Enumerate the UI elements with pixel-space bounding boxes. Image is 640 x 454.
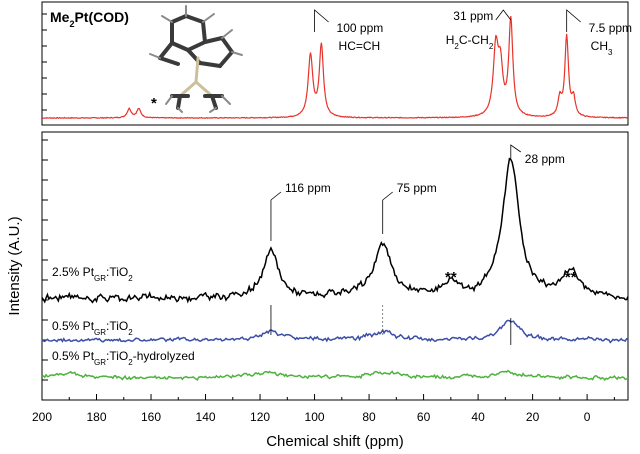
annotation-leader-hook — [270, 191, 282, 201]
annotation-sublabel: CH3 — [591, 39, 613, 57]
top-annotation: 31 ppm H2C-CH2 — [446, 9, 512, 51]
x-tick-label: 80 — [362, 410, 376, 424]
x-tick-label: 120 — [250, 410, 270, 424]
x-tick-label: 0 — [584, 410, 591, 424]
x-axis-title: Chemical shift (ppm) — [266, 433, 404, 450]
x-tick-label: 100 — [305, 410, 325, 424]
series-label: 0.5% PtGR:TiO2 — [52, 319, 133, 337]
top-panel-annotations: 100 ppm HC=CH 31 ppm H2C-CH2 7.5 ppm CH3 — [314, 9, 632, 57]
top-panel: Me2Pt(COD) — [41, 1, 632, 126]
top-panel-frame — [41, 1, 629, 126]
top-panel-label: Me2Pt(COD) — [50, 9, 129, 29]
top-label-sub: 2 — [69, 19, 74, 29]
bottom-annotation: 28 ppm — [510, 144, 565, 345]
series-labels: 2.5% PtGR:TiO2 0.5% PtGR:TiO2 0.5% PtGR:Ti… — [52, 265, 195, 367]
top-annotation: 100 ppm HC=CH — [314, 9, 384, 53]
artifact-star: ** — [565, 269, 577, 286]
bottom-panel-y-ticks — [42, 139, 48, 381]
annotation-label: 31 ppm — [453, 9, 493, 23]
x-tick-label: 60 — [417, 410, 431, 424]
top-label-rest: Pt(COD) — [74, 9, 128, 25]
bottom-annotation: 75 ppm — [382, 181, 437, 335]
x-tick-label: 140 — [196, 410, 216, 424]
bottom-panel-frame — [41, 131, 629, 401]
annotation-leader — [495, 9, 512, 21]
annotation-leader — [314, 9, 329, 32]
top-panel-y-ticks — [42, 13, 47, 111]
top-label-main: Me — [50, 9, 70, 25]
series-label: 0.5% PtGR:TiO2-hydrolyzed — [52, 349, 195, 367]
bottom-panel-annotations: 116 ppm 75 ppm 28 ppm ** ** — [270, 144, 577, 345]
annotation-leader — [566, 9, 581, 32]
series-line — [41, 319, 629, 344]
bottom-panel-series — [41, 157, 629, 381]
x-tick-label: 180 — [86, 410, 106, 424]
annotation-leader — [510, 144, 522, 160]
y-axis-title: Intensity (A.U.) — [6, 216, 23, 315]
top-panel-star: * — [151, 95, 157, 112]
annotation-label: 28 ppm — [525, 152, 565, 166]
x-tick-label: 20 — [526, 410, 540, 424]
annotation-sublabel: HC=CH — [339, 39, 381, 53]
x-tick-label: 200 — [32, 410, 52, 424]
artifact-star: ** — [445, 269, 457, 286]
annotation-sublabel: H2C-CH2 — [446, 33, 494, 51]
top-annotation: 7.5 ppm CH3 — [566, 9, 632, 57]
annotation-label: 116 ppm — [285, 181, 331, 195]
x-axis-ticks: 200 180 160 140 120 100 80 60 40 20 0 — [32, 394, 615, 424]
series-label: 2.5% PtGR:TiO2 — [52, 265, 133, 283]
series-line — [41, 369, 629, 381]
molecule-structure-image — [149, 5, 243, 113]
series-line — [41, 157, 629, 304]
x-tick-label: 40 — [471, 410, 485, 424]
bottom-panel: 200 180 160 140 120 100 80 60 40 20 0 116 ppm 75 pp… — [6, 131, 629, 450]
annotation-label: 7.5 ppm — [589, 21, 632, 35]
x-tick-label: 160 — [141, 410, 161, 424]
series-line-me2pt-cod — [41, 16, 629, 120]
annotation-label: 75 ppm — [397, 181, 437, 195]
bottom-annotation: 116 ppm — [270, 181, 331, 335]
annotation-leader-hook — [382, 191, 393, 201]
annotation-label: 100 ppm — [337, 21, 384, 35]
